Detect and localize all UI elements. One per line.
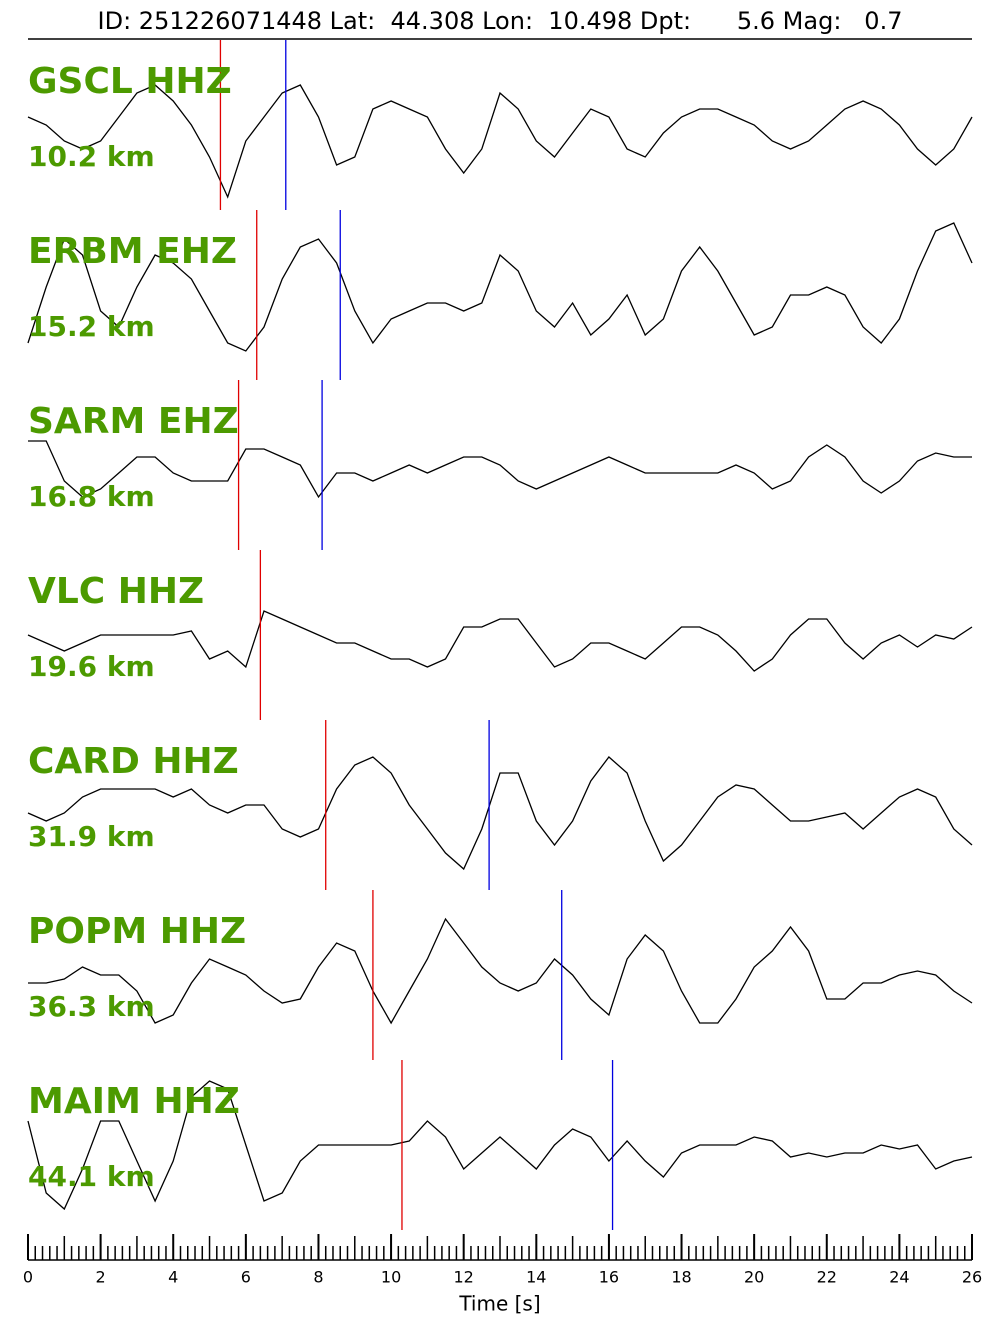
waveform xyxy=(27,84,973,199)
x-tick-label: 4 xyxy=(168,1268,178,1287)
x-tick-label: 22 xyxy=(817,1268,837,1287)
station-label: GSCL HHZ xyxy=(28,61,232,102)
station-label: ERBM EHZ xyxy=(28,231,237,272)
distance-label: 31.9 km xyxy=(28,820,155,853)
waveform xyxy=(28,440,972,499)
x-tick-label: 20 xyxy=(744,1268,764,1287)
x-tick-label: 14 xyxy=(526,1268,546,1287)
x-tick-label: 0 xyxy=(23,1268,33,1287)
distance-label: 10.2 km xyxy=(28,140,155,173)
waveform xyxy=(27,756,973,871)
waveform xyxy=(27,610,973,672)
waveform xyxy=(28,917,973,1025)
x-tick-label: 6 xyxy=(241,1268,251,1287)
waveform xyxy=(27,1080,973,1211)
x-tick-label: 16 xyxy=(599,1268,619,1287)
x-tick-label: 24 xyxy=(889,1268,909,1287)
distance-label: 19.6 km xyxy=(28,650,155,683)
x-tick-label: 2 xyxy=(96,1268,106,1287)
distance-label: 16.8 km xyxy=(28,480,155,513)
chart-title: ID: 251226071448 Lat: 44.308 Lon: 10.498… xyxy=(98,7,903,35)
station-label: POPM HHZ xyxy=(28,911,246,952)
x-tick-label: 8 xyxy=(313,1268,323,1287)
station-label: SARM EHZ xyxy=(28,401,239,442)
x-axis-label: Time [s] xyxy=(458,1292,540,1316)
x-tick-label: 18 xyxy=(671,1268,691,1287)
waveform xyxy=(27,222,973,352)
x-tick-label: 26 xyxy=(962,1268,982,1287)
distance-label: 15.2 km xyxy=(28,310,155,343)
station-label: CARD HHZ xyxy=(28,741,239,782)
station-label: MAIM HHZ xyxy=(28,1081,240,1122)
x-tick-label: 12 xyxy=(454,1268,474,1287)
distance-label: 44.1 km xyxy=(28,1160,155,1193)
distance-label: 36.3 km xyxy=(28,990,155,1023)
x-tick-label: 10 xyxy=(381,1268,401,1287)
station-label: VLC HHZ xyxy=(28,571,204,612)
